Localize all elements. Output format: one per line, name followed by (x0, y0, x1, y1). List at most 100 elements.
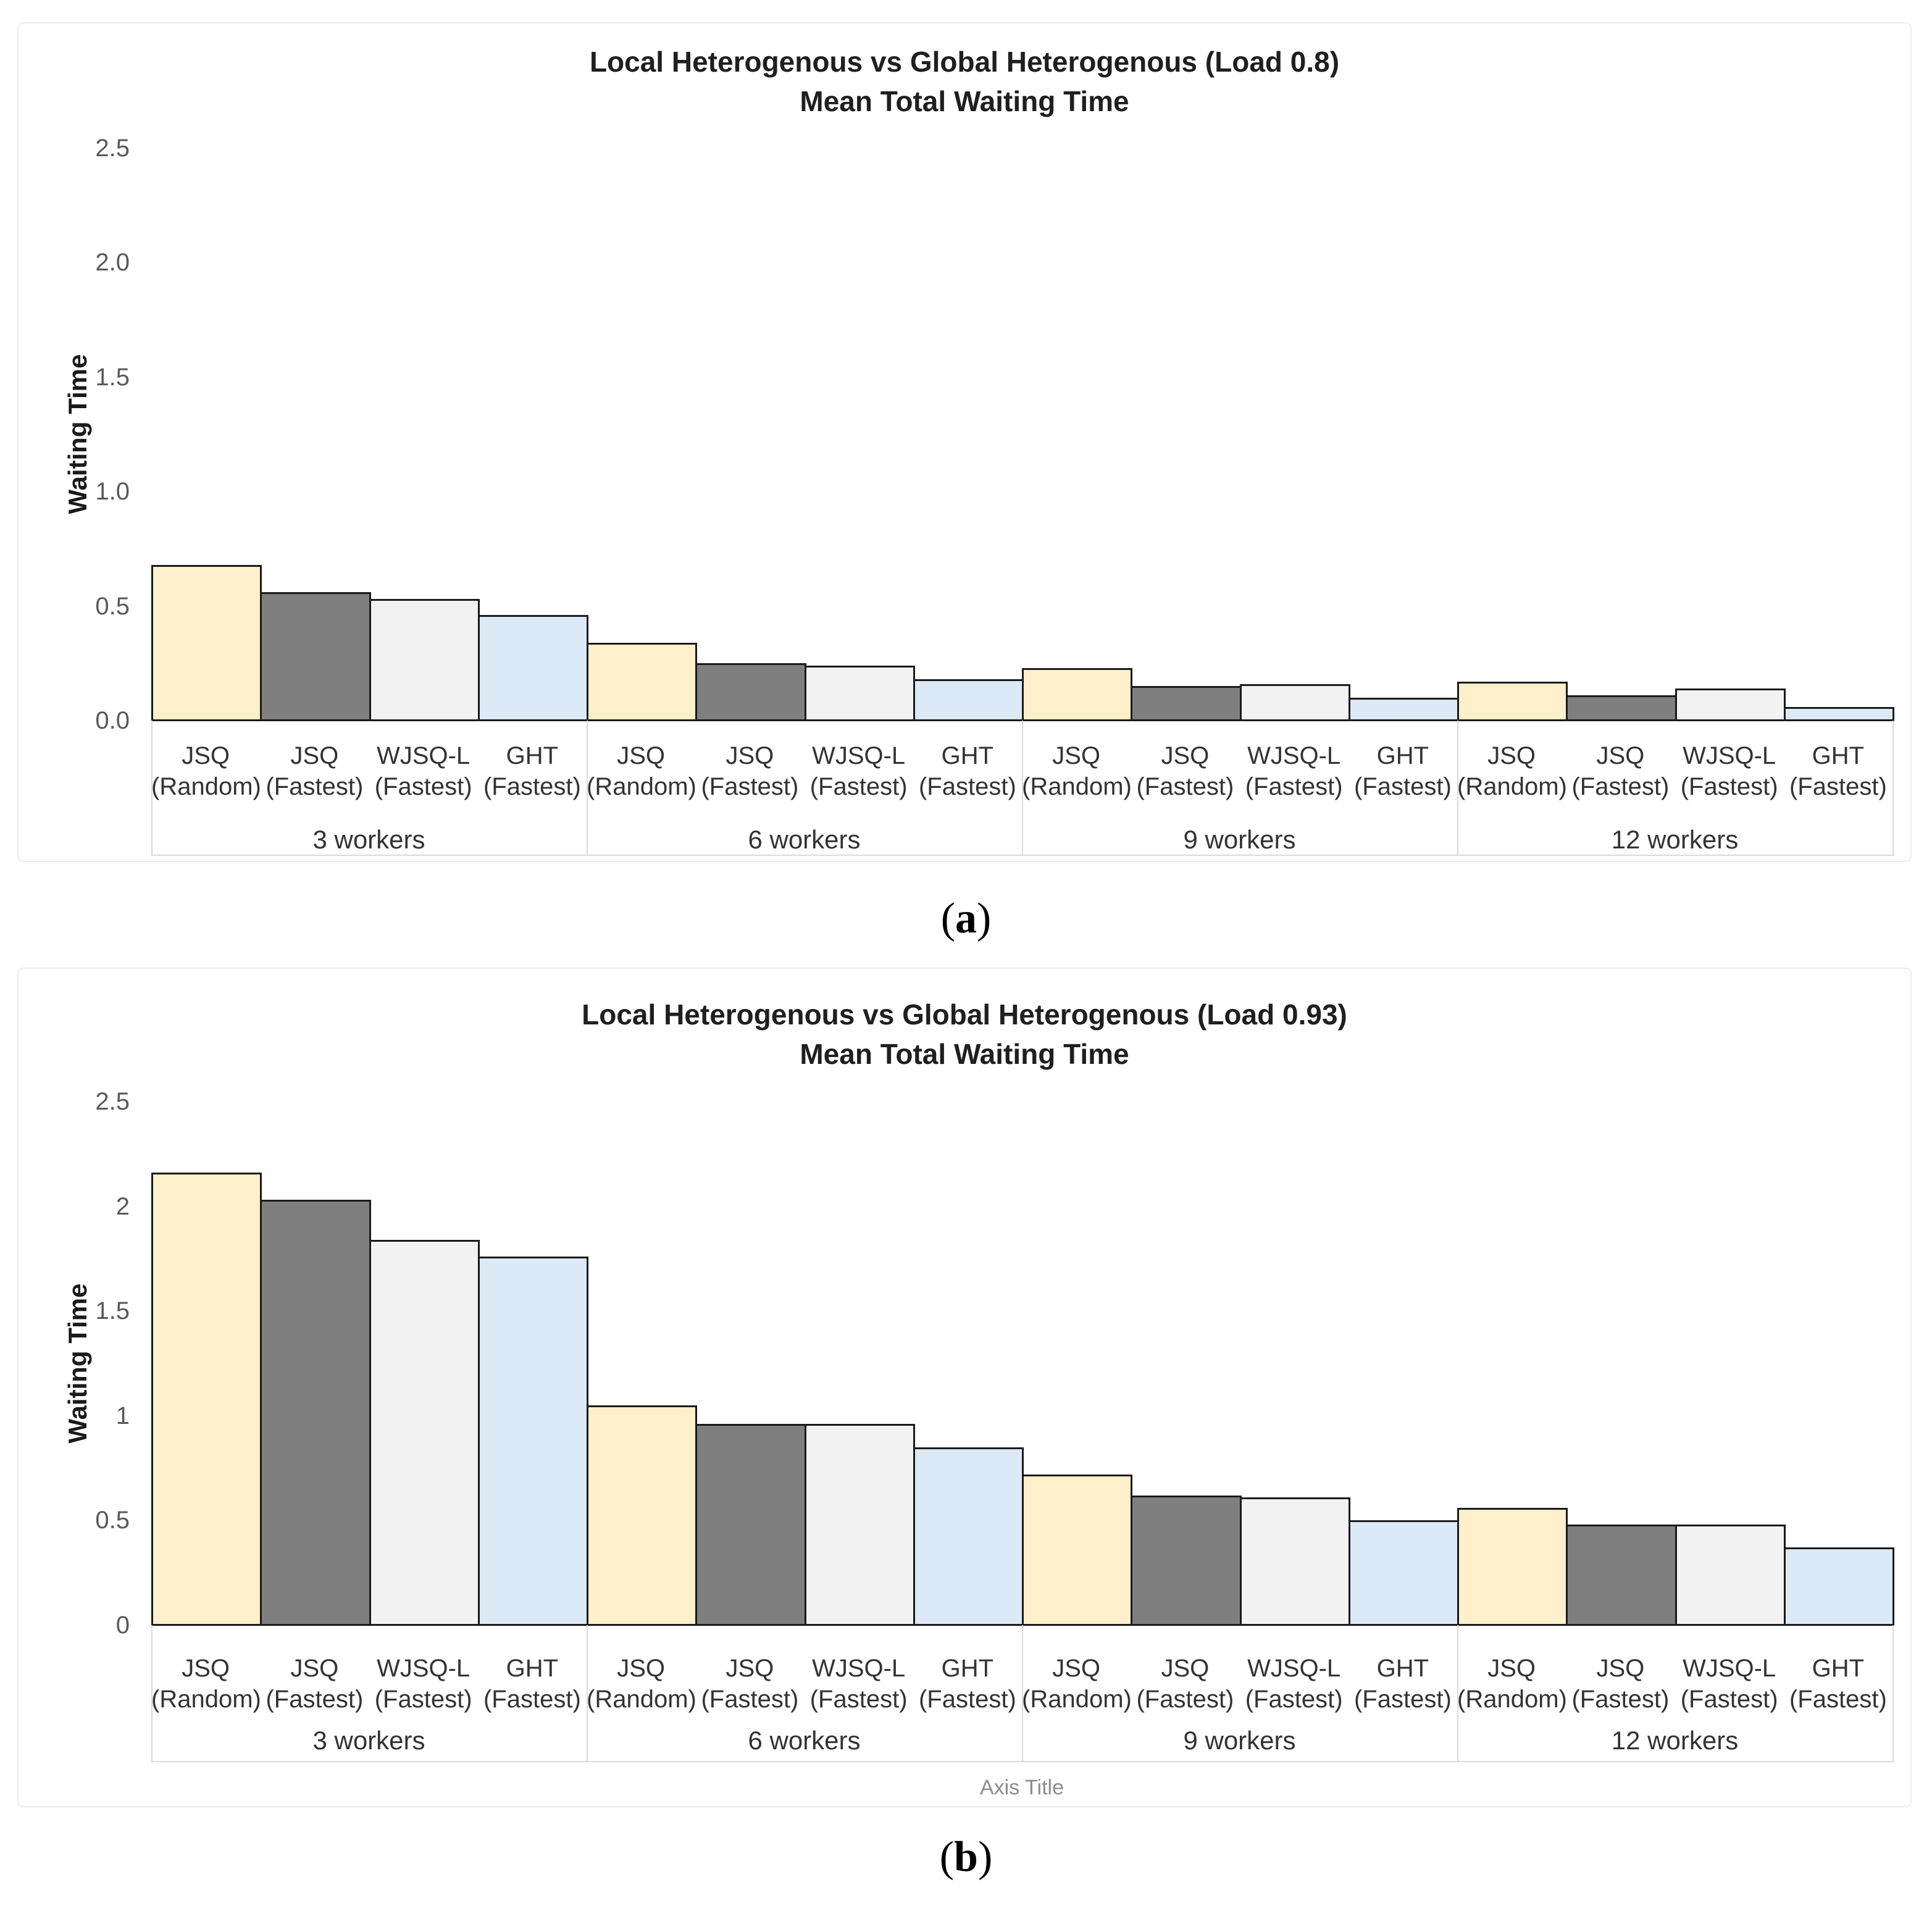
y-tick-label: 2.5 (95, 1088, 130, 1115)
category-label: GHT (Fastest) (1784, 740, 1892, 802)
bar-12-workers-wjsq-l (1675, 1525, 1786, 1626)
category-label-line1: GHT (941, 1655, 994, 1682)
category-label-line1: WJSQ-L (1247, 1655, 1341, 1682)
y-axis-title: Waiting Time (63, 354, 92, 514)
category-label-line1: JSQ (617, 742, 666, 769)
category-label-line2: (Fastest) (918, 1686, 1016, 1713)
category-label-line1: WJSQ-L (1683, 742, 1776, 769)
bar-9-workers-jsq (1022, 667, 1133, 721)
group-label: 9 workers (1183, 825, 1296, 854)
chart-title-line2: Mean Total Waiting Time (800, 85, 1129, 117)
category-label-line2: (Fastest) (1789, 1686, 1887, 1713)
category-label: JSQ (Random) (1022, 740, 1132, 802)
bar-6-workers-ght (913, 679, 1024, 721)
category-label-line1: GHT (506, 1655, 559, 1682)
category-label-line2: (Fastest) (1680, 1686, 1778, 1713)
category-label-line1: GHT (1812, 742, 1865, 769)
category-label-line2: (Random) (1457, 1686, 1567, 1713)
y-tick-label: 0.5 (95, 592, 130, 620)
category-label: JSQ (Random) (151, 1653, 261, 1715)
category-label-line2: (Fastest) (1245, 773, 1343, 800)
category-label-line1: JSQ (290, 742, 339, 769)
category-label: WJSQ-L (Fastest) (369, 740, 478, 802)
category-separator-line (1022, 1625, 1023, 1761)
caption-close-paren: ) (977, 1833, 993, 1881)
bar-3-workers-jsq (151, 564, 262, 721)
category-label-line1: JSQ (1052, 742, 1101, 769)
category-label: WJSQ-L (Fastest) (1675, 740, 1784, 802)
category-label-line1: JSQ (1487, 742, 1536, 769)
category-label: JSQ (Fastest) (1131, 740, 1239, 802)
category-label-line1: GHT (1376, 1655, 1429, 1682)
category-separator-line (1892, 1625, 1894, 1761)
chart-panel-load-0.93: Local Heterogenous vs Global Heterogenou… (17, 968, 1912, 1807)
y-tick-label: 2 (115, 1192, 130, 1220)
category-separator-line (151, 1625, 153, 1761)
category-label-line2: (Fastest) (1680, 773, 1778, 800)
y-tick-label: 1 (115, 1402, 130, 1429)
group-label: 6 workers (748, 1726, 861, 1755)
y-tick-label: 1.0 (95, 478, 130, 506)
y-tick-label: 0.0 (95, 707, 130, 734)
category-label-line1: JSQ (1052, 1655, 1101, 1682)
bar-6-workers-jsq (587, 1405, 698, 1626)
category-label: JSQ (Fastest) (260, 740, 369, 802)
group-label: 3 workers (312, 825, 425, 854)
category-label-line1: GHT (941, 742, 994, 769)
category-label: WJSQ-L (Fastest) (805, 740, 913, 802)
category-label-line1: JSQ (726, 1655, 774, 1682)
chart-title-line1: Local Heterogenous vs Global Heterogenou… (582, 998, 1347, 1031)
chart-title-line2: Mean Total Waiting Time (800, 1038, 1129, 1070)
bar-12-workers-jsq (1457, 1508, 1568, 1626)
category-label: JSQ (Random) (151, 740, 261, 802)
y-axis-title: Waiting Time (63, 1283, 92, 1444)
category-label: JSQ (Fastest) (695, 1653, 804, 1715)
category-label: GHT (Fastest) (1349, 740, 1457, 802)
category-label: JSQ (Fastest) (1566, 740, 1675, 802)
caption-close-paren: ) (977, 895, 992, 942)
x-axis-title: Axis Title (979, 1776, 1064, 1799)
y-tick-label: 0 (115, 1612, 130, 1639)
category-label: JSQ (Fastest) (695, 740, 804, 802)
category-label-line1: WJSQ-L (377, 1655, 470, 1682)
bar-9-workers-jsq (1131, 1495, 1242, 1626)
category-label-line1: WJSQ-L (1683, 1655, 1776, 1682)
category-label: JSQ (Random) (1022, 1653, 1132, 1715)
bar-6-workers-wjsq-l (804, 1424, 915, 1626)
category-label: JSQ (Fastest) (1131, 1653, 1239, 1715)
category-label-line2: (Fastest) (374, 1686, 472, 1713)
bar-9-workers-ght (1348, 697, 1459, 721)
category-label-line1: JSQ (1161, 1655, 1210, 1682)
category-label: WJSQ-L (Fastest) (1240, 1653, 1349, 1715)
category-label-line2: (Fastest) (809, 773, 908, 800)
chart-title-line1: Local Heterogenous vs Global Heterogenou… (589, 46, 1340, 78)
category-label-line1: JSQ (1161, 742, 1210, 769)
category-label: JSQ (Random) (587, 740, 696, 802)
caption-b: (b) (0, 1833, 1932, 1882)
bar-9-workers-jsq (1131, 686, 1242, 721)
category-label-line2: (Fastest) (701, 1686, 799, 1713)
bar-3-workers-wjsq-l (369, 1239, 480, 1626)
group-label: 12 workers (1611, 1726, 1739, 1755)
category-separator-line (587, 1625, 588, 1761)
category-label: JSQ (Random) (1457, 740, 1567, 802)
y-tick-label: 2.5 (95, 135, 130, 162)
category-axis-bottom-line (151, 1761, 1894, 1762)
bar-9-workers-jsq (1022, 1474, 1133, 1626)
bar-9-workers-ght (1348, 1520, 1459, 1626)
category-label-line2: (Fastest) (1245, 1686, 1343, 1713)
bar-6-workers-wjsq-l (804, 666, 915, 721)
bar-12-workers-jsq (1566, 695, 1677, 721)
category-label: GHT (Fastest) (1784, 1653, 1892, 1715)
category-label-line2: (Fastest) (1353, 1686, 1452, 1713)
bar-6-workers-jsq (695, 1424, 806, 1626)
category-separator-line (1457, 721, 1458, 855)
category-label-line1: JSQ (1487, 1655, 1536, 1682)
group-label: 6 workers (748, 825, 861, 854)
category-label-line1: JSQ (182, 1655, 230, 1682)
category-label: GHT (Fastest) (913, 1653, 1022, 1715)
category-label-line1: WJSQ-L (377, 742, 470, 769)
bar-3-workers-ght (477, 615, 588, 721)
category-label-line1: WJSQ-L (1247, 742, 1341, 769)
